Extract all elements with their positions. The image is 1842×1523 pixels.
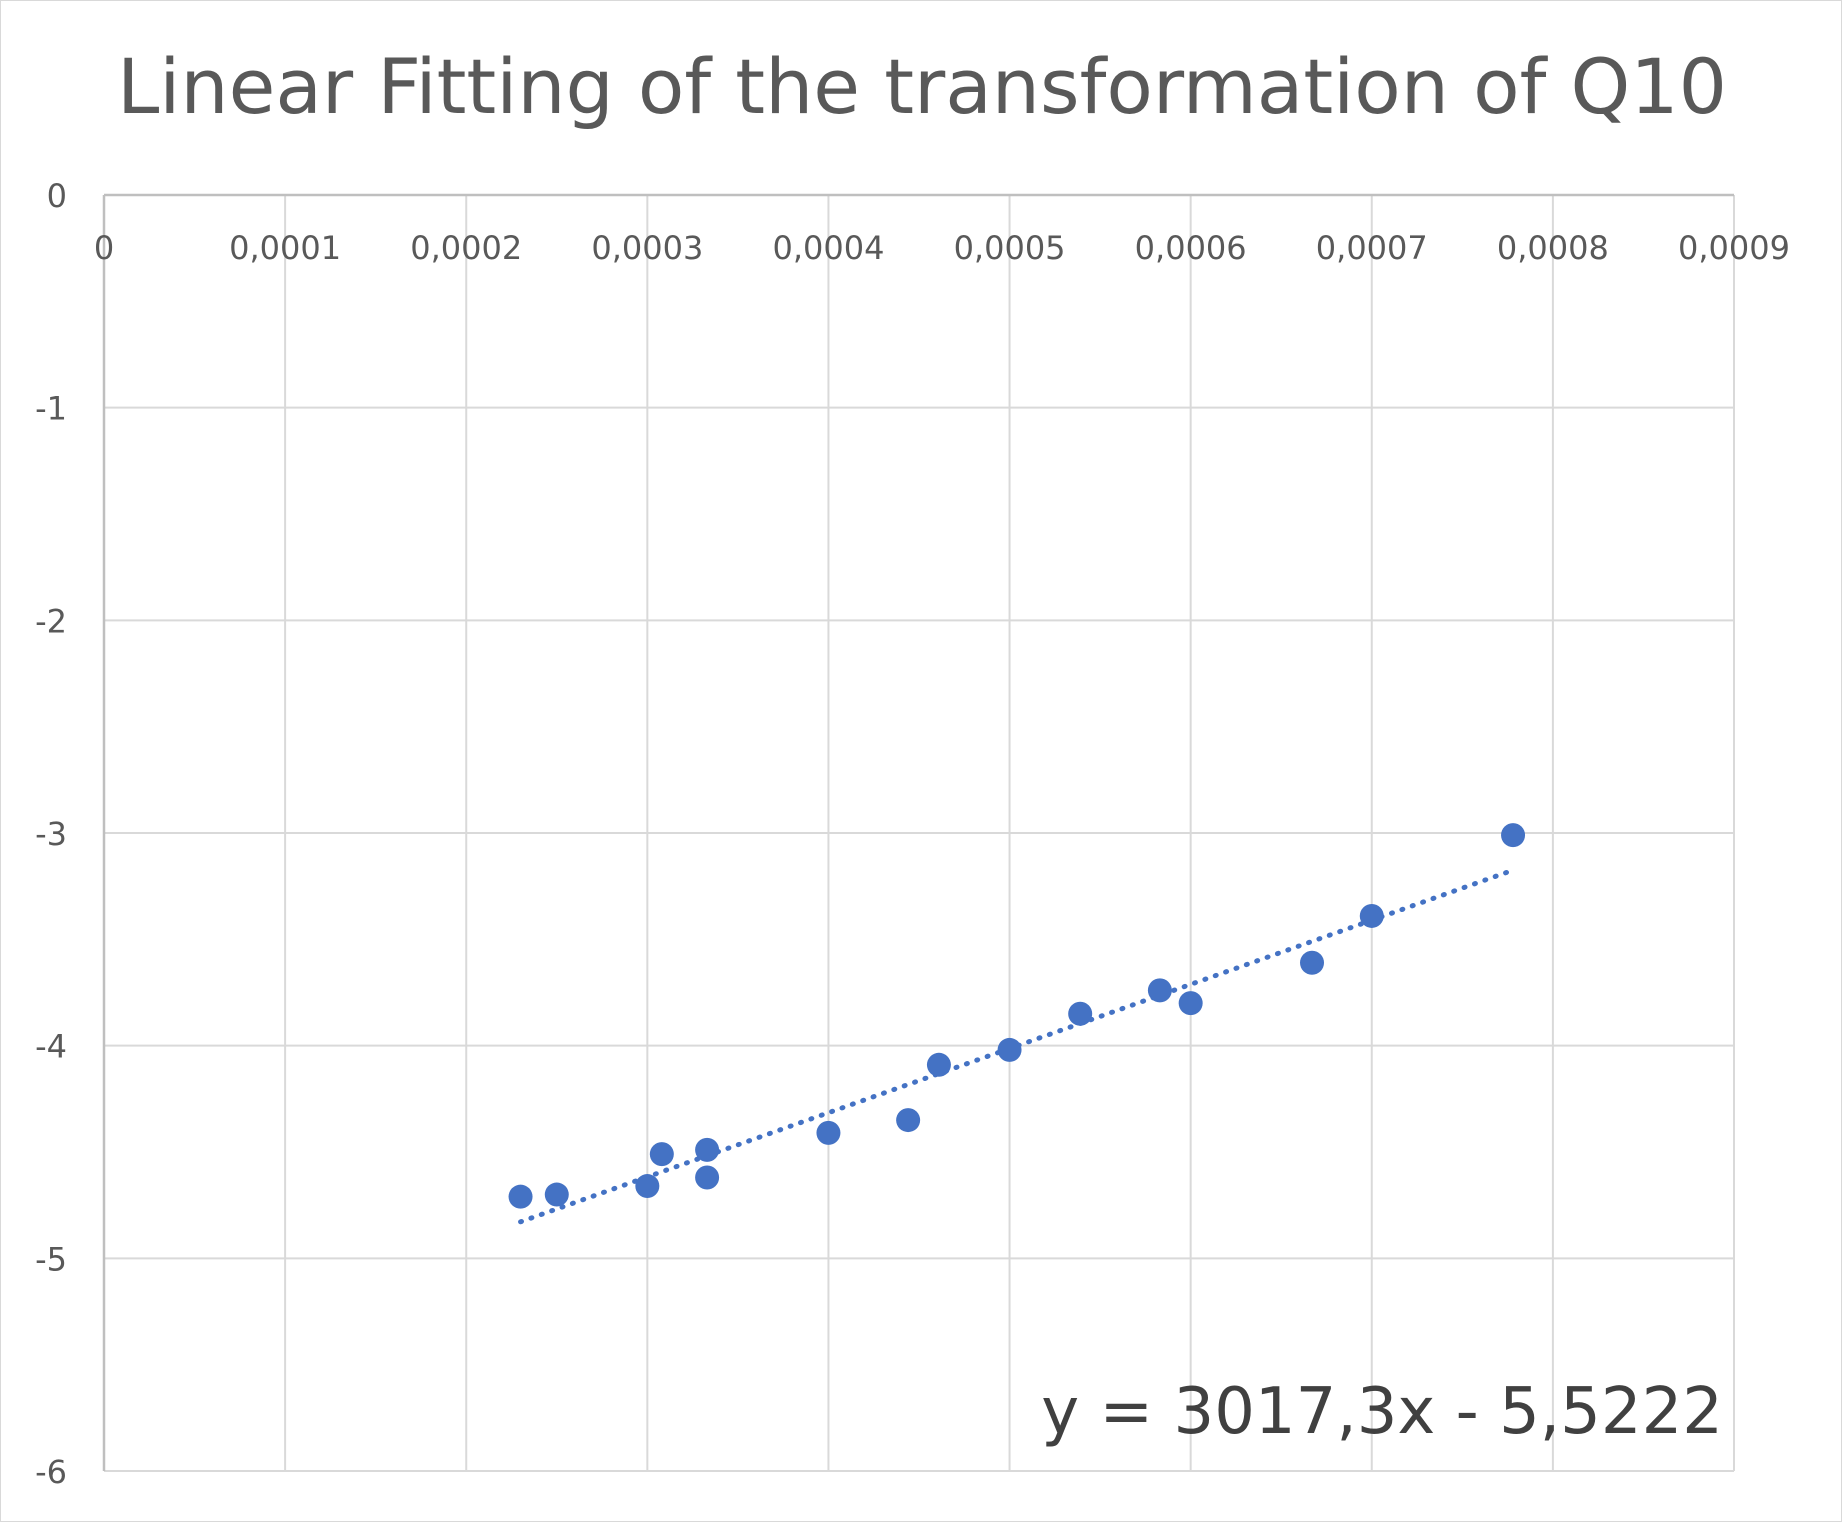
x-tick-label: 0,0004 [772,229,884,267]
data-point [1147,978,1172,1003]
x-tick-label: 0,0005 [954,229,1066,267]
x-tick-label: 0,0008 [1497,229,1609,267]
data-point [695,1165,720,1190]
data-point [635,1174,660,1199]
x-tick-label: 0,0002 [410,229,522,267]
trendline-equation: y = 3017,3x - 5,5222 [1041,1375,1723,1449]
data-point [896,1108,921,1133]
y-tick-label: -6 [35,1453,67,1491]
data-point [1068,1001,1093,1026]
data-point [695,1137,720,1162]
gridlines [103,194,1735,1472]
data-point [1501,823,1526,848]
data-point [1300,950,1325,975]
x-tick-label: 0,0001 [229,229,341,267]
x-tick-label: 0,0009 [1678,229,1790,267]
data-point [816,1120,841,1145]
tick-labels: 0 0,0001 0,0002 0,0003 0,0004 0,0005 0,0006 0,0… [35,177,1790,1491]
y-tick-label: -1 [35,390,67,428]
data-point [544,1182,569,1207]
x-tick-label: 0,0003 [591,229,703,267]
data-points [508,823,1526,1209]
y-tick-label: -2 [35,602,67,640]
x-tick-label: 0 [94,229,114,267]
chart-title: Linear Fitting of the transformation of … [116,42,1728,131]
axes [102,193,1734,1471]
data-point [508,1184,533,1209]
data-point [649,1142,674,1167]
data-point [926,1052,951,1077]
data-point [1359,903,1384,928]
x-tick-label: 0,0006 [1135,229,1247,267]
y-tick-label: -5 [35,1240,67,1278]
x-tick-label: 0,0007 [1316,229,1428,267]
y-tick-label: 0 [47,177,67,215]
y-tick-label: -4 [35,1028,67,1066]
data-point [1178,991,1203,1016]
data-point [997,1037,1022,1062]
y-tick-label: -3 [35,815,67,853]
